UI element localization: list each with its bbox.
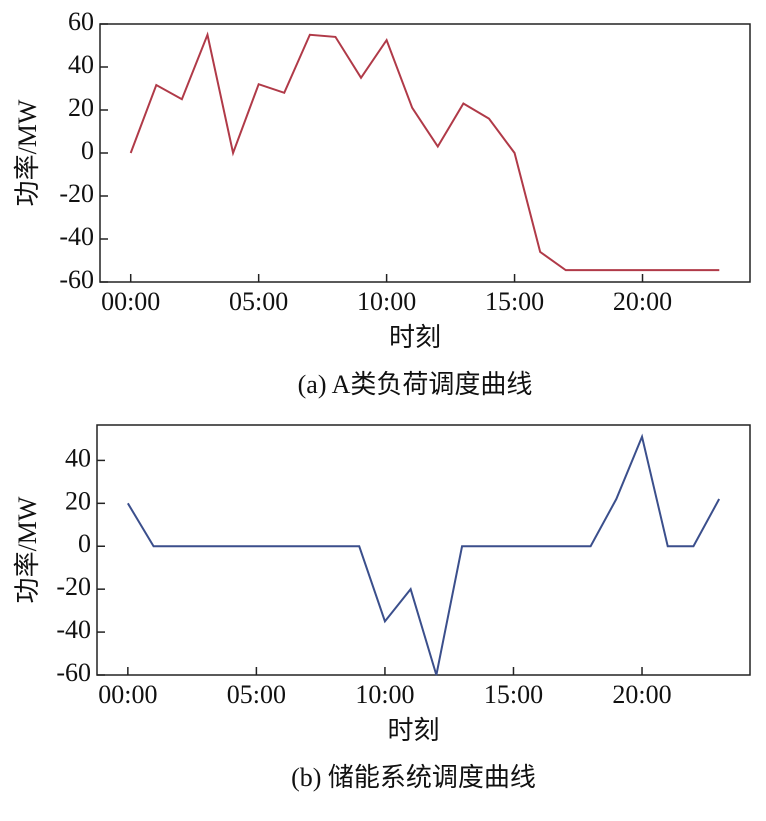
x-tick-label: 05:00 <box>227 680 286 709</box>
x-tick-label: 10:00 <box>357 287 416 316</box>
y-tick-label: 40 <box>68 50 94 79</box>
y-tick-label: 60 <box>68 7 94 36</box>
y-axis-label: 功率/MW <box>13 99 42 206</box>
caption: (b) 储能系统调度曲线 <box>291 763 536 792</box>
y-tick-label: 0 <box>81 136 94 165</box>
y-tick-label: -40 <box>59 222 94 251</box>
x-tick-label: 00:00 <box>98 680 157 709</box>
x-tick-label: 20:00 <box>613 287 672 316</box>
y-tick-label: -20 <box>56 572 91 601</box>
x-axis-label: 时刻 <box>387 716 439 745</box>
x-tick-label: 15:00 <box>485 287 544 316</box>
x-tick-label: 10:00 <box>355 680 414 709</box>
plot-frame <box>99 23 751 283</box>
y-tick-label: 40 <box>65 443 91 472</box>
x-tick-label: 20:00 <box>612 680 671 709</box>
x-tick-label: 00:00 <box>101 287 160 316</box>
y-tick-label: -60 <box>56 658 91 687</box>
y-tick-label: -60 <box>59 265 94 294</box>
y-tick-label: 20 <box>65 486 91 515</box>
caption: (a) A类负荷调度曲线 <box>298 370 533 399</box>
series-line <box>129 31 720 272</box>
y-tick-label: -20 <box>59 179 94 208</box>
series-line <box>126 433 721 676</box>
y-axis-label: 功率/MW <box>13 496 42 603</box>
y-tick-label: 20 <box>68 93 94 122</box>
y-tick-label: 0 <box>78 529 91 558</box>
y-tick-label: -40 <box>56 615 91 644</box>
x-axis-label: 时刻 <box>389 323 441 352</box>
x-tick-label: 15:00 <box>484 680 543 709</box>
plot-frame <box>96 424 751 676</box>
x-tick-label: 05:00 <box>229 287 288 316</box>
